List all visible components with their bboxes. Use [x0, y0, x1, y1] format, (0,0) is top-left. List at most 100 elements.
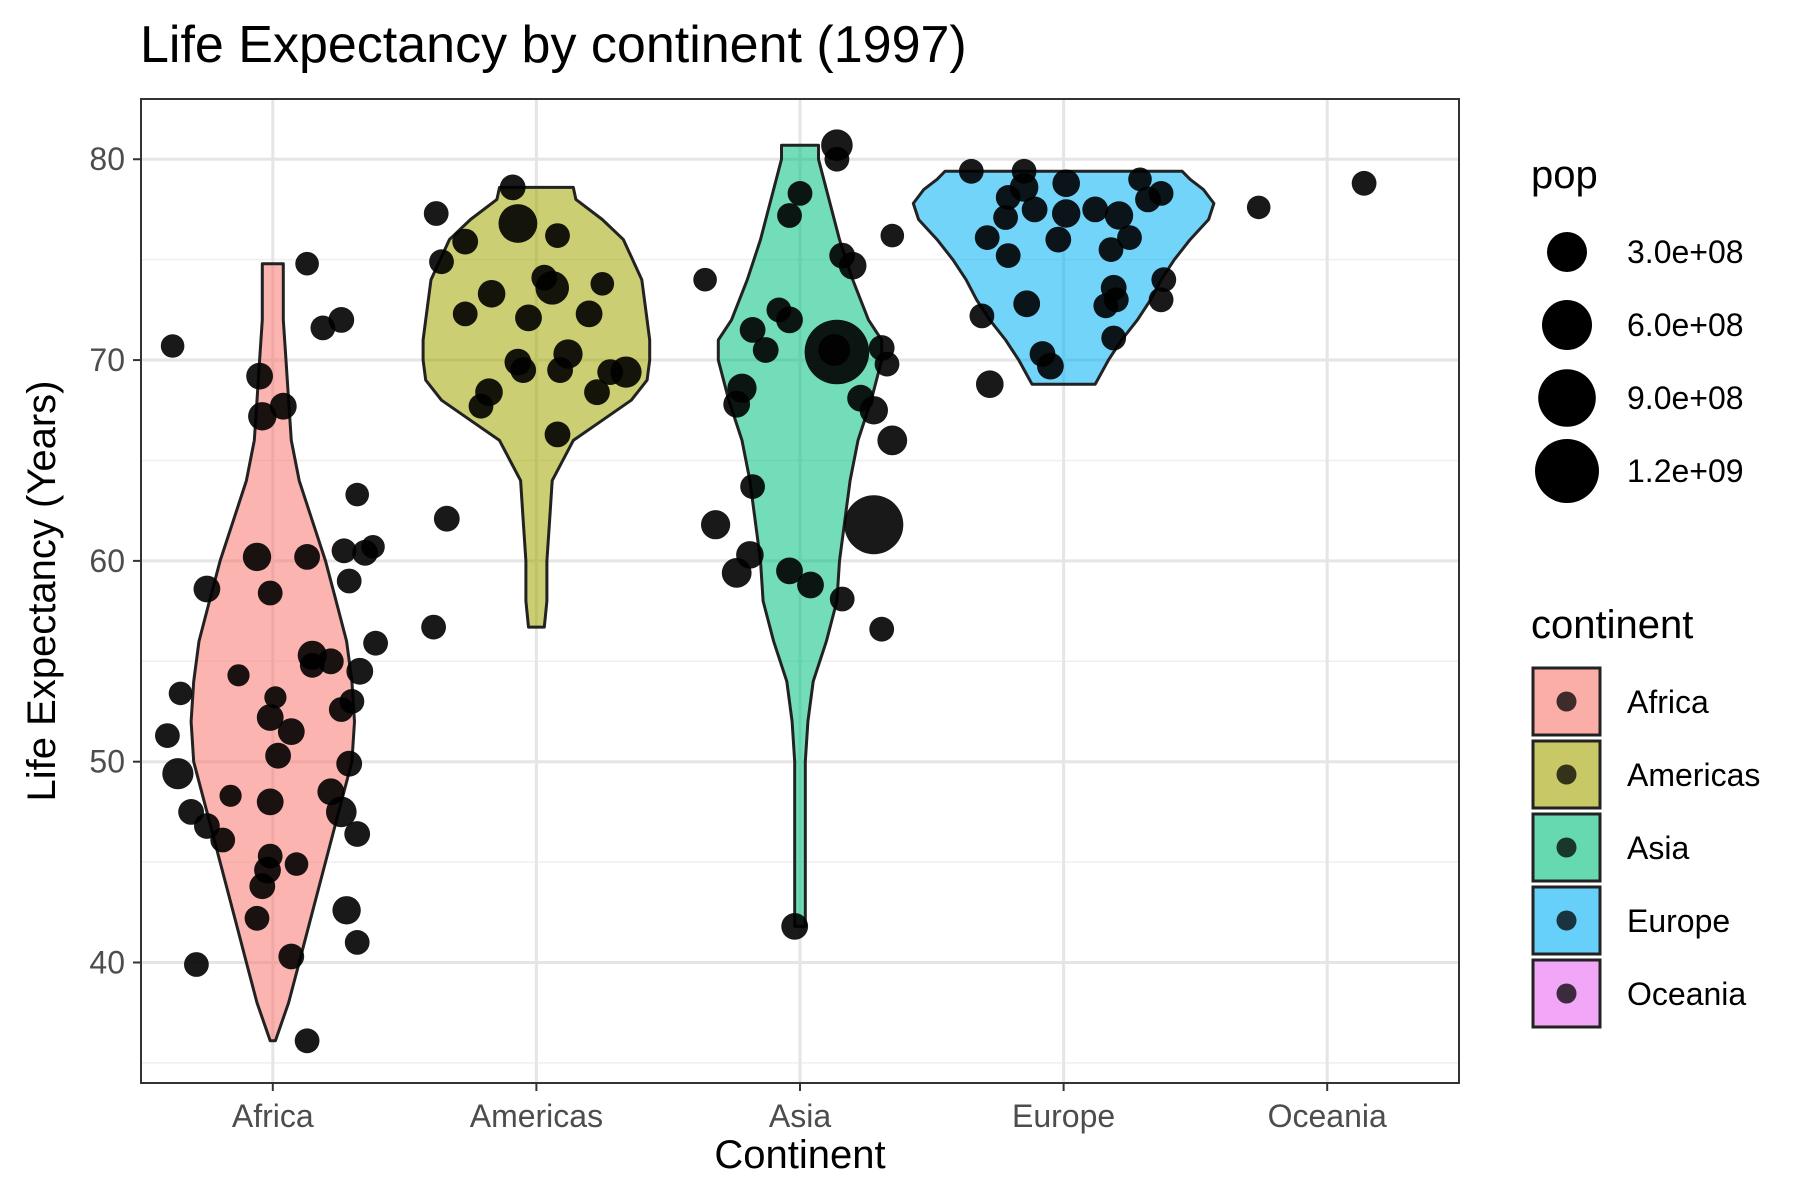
- data-point: [874, 351, 900, 377]
- data-point: [184, 952, 209, 977]
- x-tick-label: Asia: [769, 1098, 831, 1134]
- data-point: [880, 223, 905, 248]
- data-point: [1093, 293, 1119, 319]
- y-axis: 40 50 60 70 80: [89, 141, 141, 981]
- data-point: [776, 557, 803, 585]
- y-tick-label: 50: [89, 744, 125, 780]
- data-point: [193, 575, 221, 603]
- legend-continent-label: Americas: [1627, 757, 1760, 793]
- data-point: [155, 723, 180, 748]
- data-point: [545, 223, 570, 249]
- data-point: [610, 356, 642, 388]
- y-tick-label: 40: [89, 945, 125, 981]
- data-point: [326, 796, 357, 828]
- y-tick-label: 60: [89, 543, 125, 579]
- data-point: [1351, 170, 1377, 196]
- data-point: [1246, 195, 1271, 220]
- legend-continent-label: Asia: [1627, 830, 1689, 866]
- data-point: [974, 225, 1000, 251]
- data-point: [452, 301, 478, 327]
- legend-continent-label: Oceania: [1627, 976, 1746, 1012]
- legend-key-dot: [1556, 910, 1577, 931]
- data-point: [1148, 181, 1174, 206]
- data-point: [590, 272, 615, 296]
- data-point: [294, 1028, 320, 1054]
- data-point: [477, 280, 506, 308]
- legend-continent-label: Europe: [1627, 903, 1730, 939]
- data-point: [162, 758, 194, 790]
- data-point: [1021, 196, 1048, 223]
- data-point: [336, 750, 363, 777]
- legend-size-label: 3.0e+08: [1627, 234, 1744, 270]
- data-point: [781, 913, 809, 940]
- data-point: [248, 402, 277, 431]
- data-point: [1148, 287, 1174, 313]
- data-point: [752, 337, 779, 363]
- data-point: [242, 542, 272, 572]
- data-point: [721, 558, 752, 588]
- data-point: [740, 474, 765, 499]
- data-point: [423, 201, 449, 226]
- data-point: [797, 571, 824, 599]
- data-point: [227, 664, 250, 687]
- legend-key-dot: [1556, 764, 1577, 785]
- data-point: [701, 510, 731, 540]
- x-axis-title: Continent: [714, 1133, 885, 1177]
- plot-panel: [140, 98, 1460, 1084]
- data-point: [859, 396, 888, 425]
- legend-size-dot: [1547, 232, 1587, 272]
- data-point: [331, 538, 357, 564]
- y-tick-label: 80: [89, 141, 125, 177]
- data-point: [269, 392, 297, 420]
- data-point: [777, 203, 802, 228]
- data-point: [257, 580, 283, 606]
- data-point: [776, 306, 803, 334]
- point-layer: [155, 129, 1377, 1054]
- data-point: [547, 357, 573, 383]
- data-point: [256, 788, 284, 816]
- data-point: [249, 873, 276, 900]
- data-point: [244, 905, 270, 931]
- legend-pop: pop 3.0e+08 6.0e+08 9.0e+08 1.2e+09: [1531, 153, 1744, 503]
- data-point: [535, 271, 569, 305]
- data-point: [1052, 199, 1081, 228]
- data-point: [278, 943, 305, 970]
- data-point: [452, 228, 479, 255]
- data-point: [284, 852, 309, 876]
- data-point: [277, 718, 305, 745]
- data-point: [1052, 169, 1080, 198]
- data-point: [877, 425, 908, 456]
- legend-size-label: 6.0e+08: [1627, 307, 1744, 343]
- data-point: [246, 362, 273, 390]
- chart-title: Life Expectancy by continent (1997): [140, 16, 967, 74]
- legend-size-label: 9.0e+08: [1627, 380, 1744, 416]
- data-point: [824, 146, 850, 172]
- x-tick-label: Oceania: [1268, 1098, 1387, 1134]
- data-point: [328, 697, 354, 722]
- data-point: [468, 393, 494, 419]
- data-point: [433, 505, 460, 532]
- data-point: [346, 657, 374, 685]
- data-point: [993, 205, 1018, 230]
- data-point: [976, 370, 1004, 399]
- data-point: [1013, 290, 1041, 318]
- data-point: [344, 930, 370, 955]
- data-point: [1082, 196, 1109, 223]
- data-point: [787, 181, 813, 206]
- data-point: [995, 243, 1021, 268]
- data-point: [739, 317, 766, 343]
- data-point: [510, 357, 537, 383]
- data-point: [168, 681, 193, 706]
- data-point: [361, 535, 385, 559]
- data-point: [693, 267, 717, 292]
- data-point: [995, 185, 1021, 210]
- data-point: [336, 568, 362, 594]
- data-point: [1098, 237, 1124, 262]
- data-point: [1151, 267, 1177, 293]
- data-point: [723, 390, 751, 418]
- y-tick-label: 70: [89, 342, 125, 378]
- legend-size-dot: [1535, 439, 1599, 503]
- data-point: [544, 421, 571, 448]
- legend-key-dot: [1556, 691, 1577, 712]
